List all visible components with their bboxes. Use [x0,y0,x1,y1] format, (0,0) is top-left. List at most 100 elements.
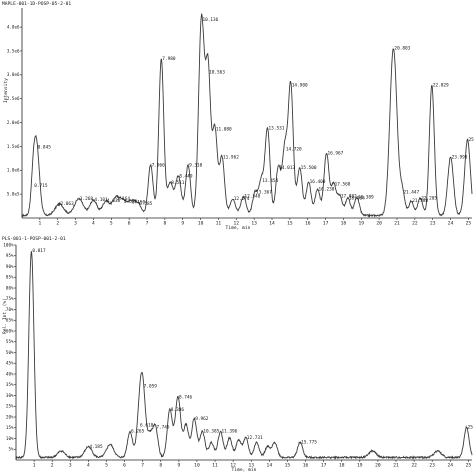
chart-top-peak-label: 14.900 [292,83,308,89]
chart-top-x-tick-label: 14 [269,221,275,227]
chart-top-peak-label: 12.274 [234,196,250,202]
chart-bottom-xlabel: Time, min [232,467,257,473]
chart-bottom-x-tick-label: 13 [248,463,254,469]
chart-bottom-peak-label: 15.775 [301,439,317,445]
chart-bottom-x-tick-label: 20 [375,463,381,469]
chart-top-y-tick-label: 1.5e6 [7,144,20,149]
chart-top-peak-label: 13.367 [256,190,272,196]
chart-top-xlabel: Time, min [226,225,251,231]
chart-bottom-x-tick-label: 23 [429,463,435,469]
chart-bottom-x-tick-label: 3 [69,463,72,469]
chart-bottom-y-tick-label: 10% [6,436,14,441]
chromatogram-bottom: PLS-001-1-POSP-001-2-01 Rel. Int. (%) 5%… [2,236,474,473]
chart-top-peak-label: 4.638 [107,198,121,204]
chart-top-peak-label: 8.511 [171,180,185,186]
chart-top-peak-label: 21.447 [403,190,419,196]
chart-bottom-header: PLS-001-1-POSP-001-2-01 [2,236,66,242]
chart-top-y-tick-label: 4.0e6 [7,24,20,29]
chart-bottom-ylabel: Rel. Int. (%) [2,298,8,334]
chart-top-y-tick-label: 2.5e6 [7,96,20,101]
chart-bottom-y-tick-label: 45% [6,361,14,366]
chart-top-x-tick-label: 6 [128,221,131,227]
chart-top-x-tick-label: 1 [38,221,41,227]
chart-top-peak-label: 16.967 [327,150,343,156]
chart-bottom-x-tick-label: 17 [321,463,327,469]
chart-bottom-x-tick-label: 11 [212,463,218,469]
chart-top-peak-label: 13.454 [262,178,278,184]
chart-top-peak-label: 3.268 [80,196,94,202]
chart-top-peak-label: 21.588 [412,198,428,204]
chart-top-peak-label: 16.400 [310,179,326,185]
chart-top-peak-label: 0.715 [34,183,48,189]
chart-top-peak-label: 10.136 [202,17,218,23]
chart-bottom-y-tick-label: 85% [6,275,14,280]
chart-bottom-peak-label: 6.610 [140,422,154,428]
chart-bottom-peak-label: 8.386 [171,407,185,413]
chart-top-ylabel: Intensity [3,78,9,103]
chart-bottom-peak-label: 11.396 [221,429,237,435]
chart-bottom-y-tick-label: 60% [6,328,14,333]
chart-bottom-peak-label: 7.745 [156,424,170,430]
chart-bottom-y-tick-label: 75% [6,296,14,301]
chart-top-peak-label: 5.678 [124,199,138,205]
chart-top-x-tick-label: 16 [305,221,311,227]
chart-bottom-x-tick-label: 2 [51,463,54,469]
chart-top-x-tick-label: 12 [234,221,240,227]
chart-bottom-x-tick-label: 8 [159,463,162,469]
chart-bottom-x-tick-label: 25 [466,463,472,469]
chart-bottom-peak-label: 10.385 [203,429,219,435]
chart-top-x-tick-label: 18 [341,221,347,227]
chart-top-peak-label: 18.389 [358,194,374,200]
chart-bottom-x-tick-label: 18 [339,463,345,469]
chart-top-header: MAPLE-001-1D-POSP-05-2-01 [2,1,71,7]
chromatogram-top: MAPLE-001-1D-POSP-05-2-01 Intensity 5.0e… [2,1,474,231]
chart-top-x-tick-label: 11 [216,221,222,227]
chart-top-x-tick-label: 3 [74,221,77,227]
chart-top-x-tick-label: 23 [430,221,436,227]
chart-top-peak-label: 18.064 [349,195,365,201]
chart-top-x-tick-label: 4 [92,221,95,227]
chart-bottom-peak-label: 7.059 [144,384,158,390]
chart-bottom-x-tick-label: 12 [230,463,236,469]
chart-top-peak-label: 2.063 [61,201,75,207]
chart-bottom-x-tick-label: 9 [177,463,180,469]
chart-top-y-tick-label: 5.0e5 [7,192,20,197]
chart-bottom-y-tick-label: 15% [6,425,14,430]
chart-bottom-y-ticks: 5% 10% 15% 20% 25% 30% 35% 40% 45% 50% 55% 60% 65% 70… [3,242,16,452]
chart-bottom-x-tick-label: 4 [87,463,90,469]
chart-top-peak-label: 6.585 [139,201,153,207]
chart-top-x-tick-label: 24 [448,221,454,227]
chart-top-peak-label: 7.966 [152,162,166,168]
chart-bottom-y-tick-label: 90% [6,264,14,269]
chart-bottom-x-tick-label: 24 [448,463,454,469]
chart-top-trace [21,12,473,218]
chart-top-peak-label: 0.845 [38,145,52,151]
chart-bottom-peak-label: 4.185 [89,444,103,450]
chart-top-peak-label: 23.990 [452,154,468,160]
chart-bottom-y-tick-label: 30% [6,393,14,398]
chart-top-peak-label: 15.500 [301,165,317,171]
chart-bottom-x-tick-label: 7 [141,463,144,469]
chart-top-y-tick-label: 3.5e6 [7,48,20,53]
chart-bottom-peak-label: 0.817 [32,248,46,254]
chart-bottom-x-tick-label: 19 [357,463,363,469]
chart-top-peak-label: 14.720 [286,147,302,153]
chart-top-peak-label: 20.803 [394,45,410,51]
chart-bottom-y-tick-label: 65% [6,318,14,323]
chart-top-y-tick-label: 3.0e6 [7,72,20,77]
chart-bottom-x-tick-label: 22 [411,463,417,469]
chart-top-peak-label: 13.531 [269,126,285,132]
chart-top-peak-label: 25.135 [469,137,474,143]
chart-top-x-tick-label: 9 [181,221,184,227]
chart-top-peak-label: 12.340 [244,193,260,199]
chart-bottom-y-tick-label: 25% [6,404,14,409]
chart-top-x-tick-label: 25 [466,221,472,227]
chart-bottom-peak-label: 25.068 [468,424,474,430]
chart-top-peak-label: 14.013 [279,165,295,171]
chart-top-peak-label: 5.164 [117,196,131,202]
chart-top-x-tick-label: 15 [287,221,293,227]
chart-top-peak-label: 17.568 [335,181,351,187]
chart-bottom-x-tick-label: 6 [123,463,126,469]
chart-top-peak-labels: 0.715 0.845 2.063 3.268 4.101 4.6385.1645.678… [34,17,474,207]
